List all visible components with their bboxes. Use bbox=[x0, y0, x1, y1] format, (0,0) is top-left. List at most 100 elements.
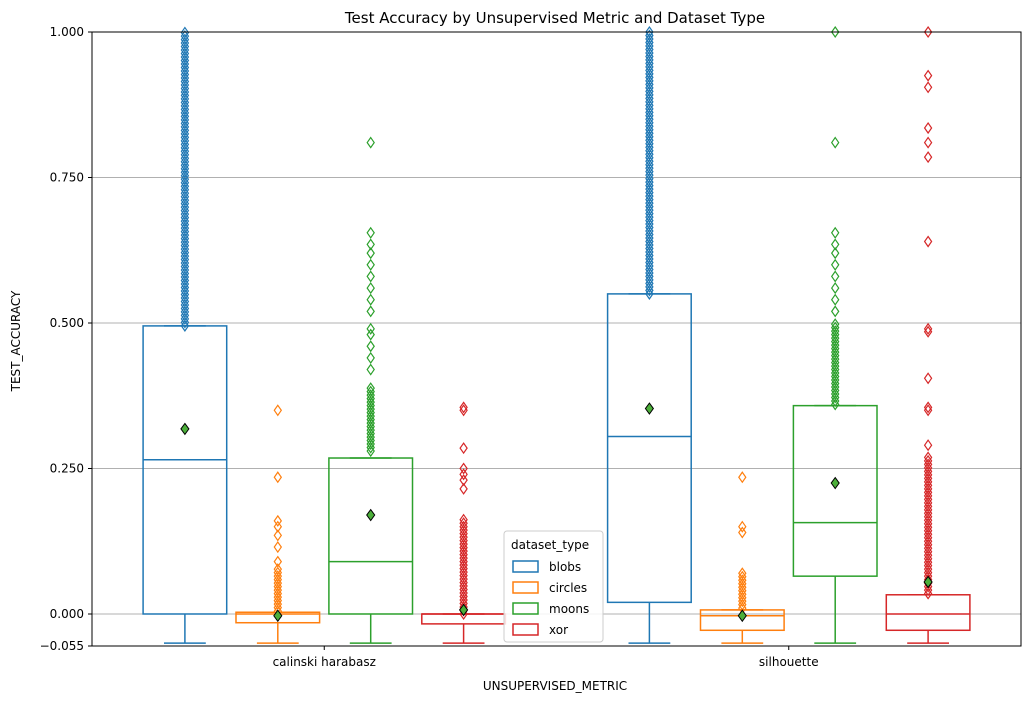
outlier-point bbox=[180, 309, 190, 322]
outlier-point bbox=[830, 349, 840, 362]
outlier-point bbox=[738, 574, 747, 587]
outlier-point bbox=[923, 587, 933, 600]
outlier-point bbox=[830, 25, 840, 39]
outlier-point bbox=[180, 173, 190, 186]
outlier-point bbox=[923, 514, 933, 527]
outlier-point bbox=[645, 57, 654, 70]
outlier-point bbox=[180, 54, 190, 67]
y-tick-label: 0.750 bbox=[50, 170, 84, 184]
outlier-point bbox=[273, 404, 283, 417]
outlier-point bbox=[645, 280, 654, 293]
outlier-point bbox=[830, 305, 840, 318]
outlier-point bbox=[923, 510, 933, 523]
outlier-point bbox=[923, 136, 933, 149]
outlier-point bbox=[923, 69, 933, 82]
outlier-point bbox=[923, 439, 933, 452]
outlier-point bbox=[738, 520, 747, 533]
box-moons-1 bbox=[792, 25, 878, 644]
outlier-point bbox=[459, 462, 468, 475]
outlier-point bbox=[923, 372, 933, 385]
outlier-point bbox=[923, 528, 933, 541]
outlier-point bbox=[830, 282, 840, 295]
mean-marker bbox=[644, 402, 655, 415]
outlier-point bbox=[830, 360, 840, 373]
outlier-point bbox=[366, 444, 375, 458]
outlier-point bbox=[459, 573, 468, 586]
outlier-point bbox=[923, 556, 933, 569]
outlier-point bbox=[180, 274, 190, 287]
outlier-point bbox=[180, 57, 190, 71]
outlier-point bbox=[830, 366, 840, 380]
box-circles-1 bbox=[699, 471, 785, 644]
box-iqr bbox=[328, 457, 414, 615]
outlier-point bbox=[738, 570, 747, 583]
outlier-point bbox=[180, 166, 190, 179]
mean-marker bbox=[737, 609, 747, 623]
outlier-point bbox=[923, 454, 933, 467]
outlier-point bbox=[273, 573, 283, 586]
outlier-point bbox=[180, 211, 190, 224]
outlier-point bbox=[645, 137, 654, 150]
outlier-point bbox=[738, 526, 747, 539]
outlier-point bbox=[830, 318, 840, 331]
outlier-point bbox=[366, 403, 375, 416]
outlier-point bbox=[923, 545, 933, 558]
outlier-point bbox=[830, 238, 840, 251]
outlier-point bbox=[645, 165, 654, 178]
outlier-point bbox=[459, 468, 468, 481]
x-axis-label: UNSUPERVISED_METRIC bbox=[483, 679, 627, 693]
outlier-point bbox=[923, 535, 933, 548]
outlier-point bbox=[923, 461, 933, 474]
outlier-point bbox=[645, 273, 654, 286]
outlier-point bbox=[180, 236, 190, 249]
outlier-point bbox=[645, 204, 654, 217]
mean-marker bbox=[180, 422, 190, 436]
outlier-point bbox=[738, 588, 747, 601]
outlier-point bbox=[273, 577, 283, 590]
outlier-point bbox=[366, 406, 375, 419]
outlier-point bbox=[180, 120, 190, 133]
outlier-point bbox=[273, 598, 283, 611]
outlier-point bbox=[645, 169, 654, 182]
outlier-point bbox=[645, 46, 654, 59]
outlier-point bbox=[273, 563, 283, 576]
outlier-point bbox=[180, 78, 190, 92]
outlier-point bbox=[645, 36, 654, 49]
outlier-point bbox=[645, 224, 654, 238]
outlier-point bbox=[830, 258, 840, 271]
outlier-point bbox=[923, 479, 933, 492]
outlier-point bbox=[923, 507, 933, 520]
legend-title: dataset_type bbox=[511, 538, 589, 552]
outlier-point bbox=[459, 569, 468, 582]
outlier-point bbox=[366, 434, 375, 447]
outlier-point bbox=[273, 471, 283, 484]
outlier-point bbox=[645, 109, 654, 122]
outlier-point bbox=[459, 548, 468, 561]
outlier-point bbox=[180, 246, 190, 259]
outlier-point bbox=[366, 420, 375, 433]
outlier-point bbox=[645, 95, 654, 108]
legend-label-circles: circles bbox=[549, 581, 587, 595]
outlier-point bbox=[366, 438, 375, 451]
outlier-point bbox=[180, 138, 190, 151]
outlier-point bbox=[366, 340, 375, 353]
outlier-point bbox=[459, 562, 468, 575]
outlier-point bbox=[366, 282, 375, 295]
outlier-point bbox=[273, 591, 283, 604]
outlier-point bbox=[366, 351, 375, 364]
outlier-point bbox=[923, 563, 933, 576]
outlier-point bbox=[459, 524, 468, 537]
legend-swatch-xor bbox=[512, 623, 539, 636]
outlier-point bbox=[645, 151, 654, 164]
outlier-point bbox=[830, 380, 840, 394]
outlier-point bbox=[366, 382, 375, 395]
outlier-point bbox=[180, 43, 190, 57]
outlier-point bbox=[180, 127, 190, 140]
outlier-point bbox=[645, 193, 654, 206]
outlier-point bbox=[459, 482, 468, 495]
outlier-point bbox=[645, 266, 654, 279]
outlier-point bbox=[645, 190, 654, 203]
outlier-point bbox=[645, 162, 654, 175]
outlier-point bbox=[459, 401, 468, 414]
